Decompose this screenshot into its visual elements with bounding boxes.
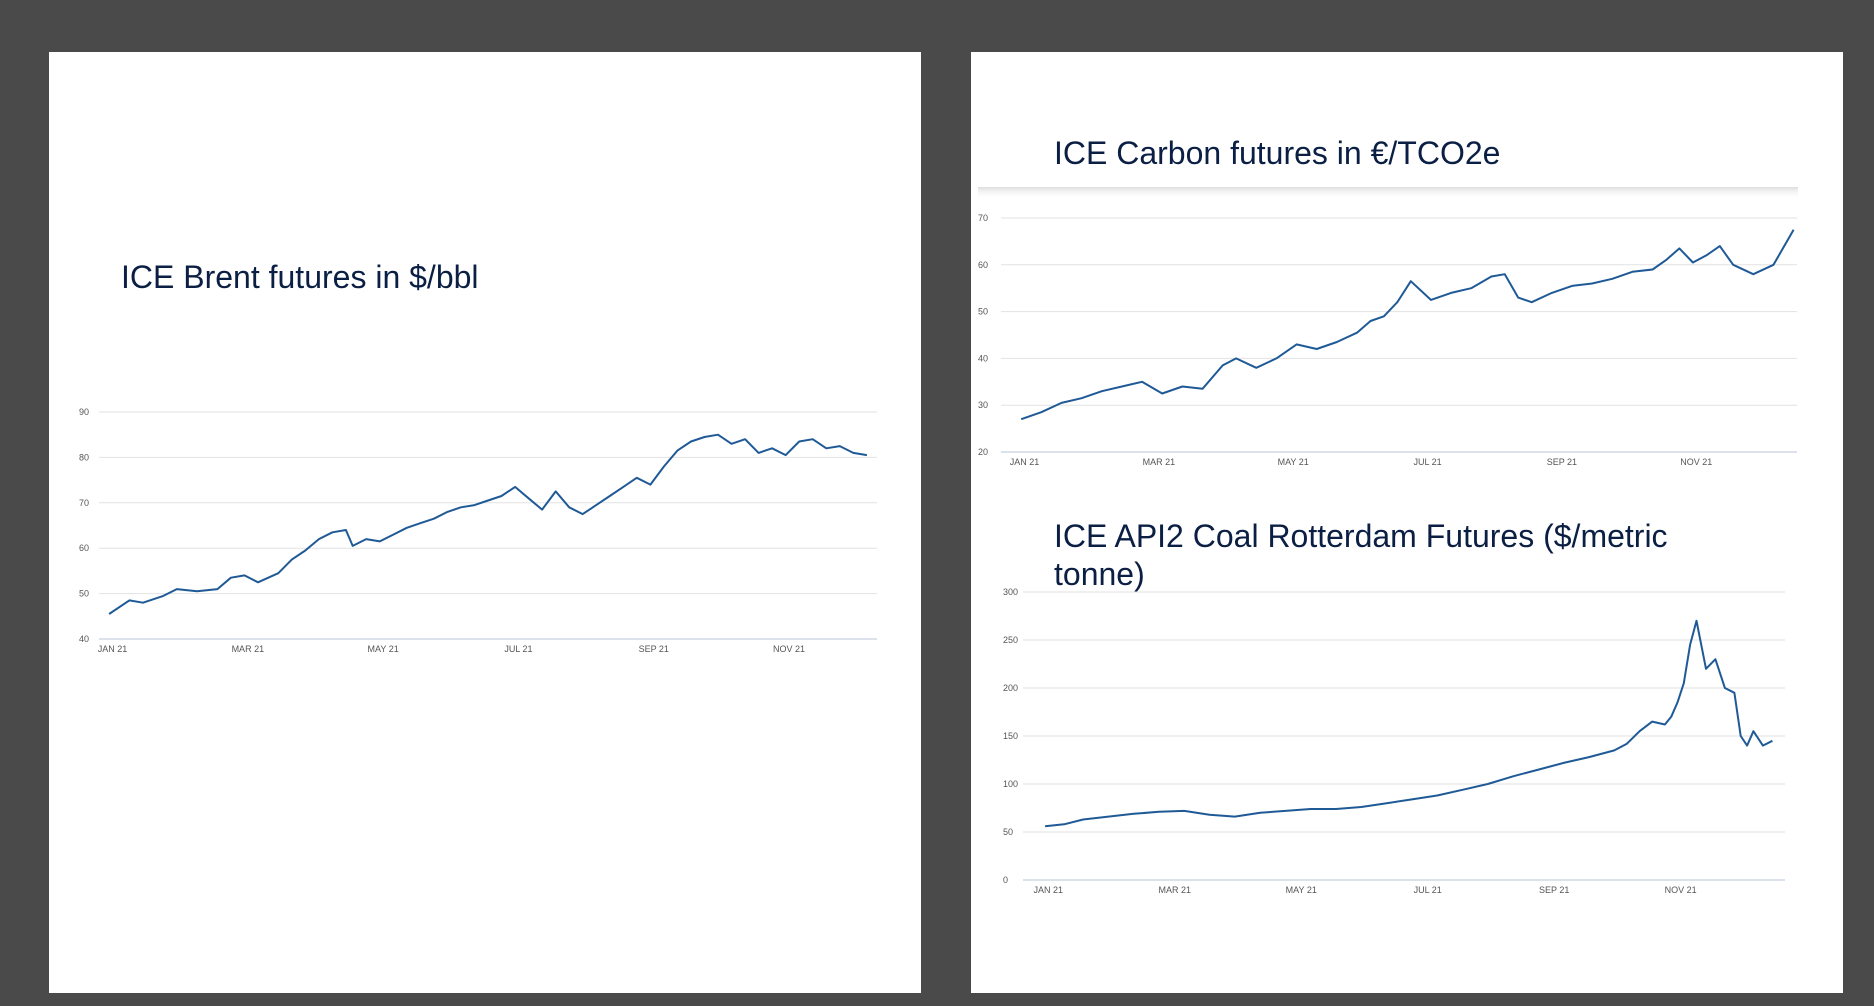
chart-brent: 40 50 60 70 80 90 JAN 21 MAR 21 MAY 21 JUL 21 SEP …	[79, 407, 877, 654]
chart-title-brent: ICE Brent futures in $/bbl	[121, 259, 479, 295]
x-tick-label: MAY 21	[368, 644, 399, 654]
y-tick-label: 200	[1003, 683, 1018, 693]
chart-title-coal: ICE API2 Coal Rotterdam Futures ($/metri…	[1054, 518, 1668, 592]
x-tick-label: JUL 21	[1414, 885, 1442, 895]
y-tick-label: 250	[1003, 635, 1018, 645]
y-tick-label: 100	[1003, 779, 1018, 789]
x-tick-label: JAN 21	[1034, 885, 1064, 895]
x-tick-label: NOV 21	[1665, 885, 1697, 895]
y-tick-label: 0	[1003, 875, 1008, 885]
x-tick-label: NOV 21	[1680, 457, 1712, 467]
x-tick-label: SEP 21	[1539, 885, 1569, 895]
chart-header-shade	[978, 187, 1798, 199]
x-tick-label: JAN 21	[1010, 457, 1040, 467]
coal-series-line	[1045, 619, 1773, 828]
chart-carbon-and-coal: 20 30 40 50 60 70 JAN 21 MAR 21 MAY 21 JUL 21 SEP …	[978, 187, 1798, 895]
y-tick-label: 70	[79, 498, 89, 508]
x-tick-label: JUL 21	[1413, 457, 1441, 467]
x-tick-label: SEP 21	[1547, 457, 1577, 467]
x-tick-label: MAY 21	[1278, 457, 1309, 467]
brent-plot: 40 50 60 70 80 90 JAN 21 MAR 21 MAY 21 JUL 21 SEP …	[79, 407, 877, 654]
y-tick-label: 50	[79, 589, 89, 599]
y-tick-label: 70	[978, 213, 988, 223]
y-tick-label: 20	[978, 447, 988, 457]
x-tick-label: JUL 21	[504, 644, 532, 654]
chart-panel-right: ICE Carbon futures in €/TCO2e ICE API2 C…	[971, 52, 1843, 993]
y-tick-label: 60	[79, 543, 89, 553]
brent-series-line	[108, 433, 868, 615]
y-tick-label: 40	[978, 353, 988, 363]
y-tick-label: 300	[1003, 587, 1018, 597]
chart-title-carbon: ICE Carbon futures in €/TCO2e	[1054, 135, 1501, 171]
x-tick-label: MAR 21	[1159, 885, 1192, 895]
y-tick-label: 150	[1003, 731, 1018, 741]
x-tick-label: JAN 21	[98, 644, 128, 654]
x-tick-label: MAY 21	[1286, 885, 1317, 895]
x-tick-label: SEP 21	[639, 644, 669, 654]
x-tick-label: MAR 21	[232, 644, 265, 654]
y-tick-label: 60	[978, 260, 988, 270]
y-tick-label: 50	[978, 307, 988, 317]
x-tick-label: NOV 21	[773, 644, 805, 654]
y-tick-label: 90	[79, 407, 89, 417]
y-tick-label: 50	[1003, 827, 1013, 837]
carbon-plot: 20 30 40 50 60 70 JAN 21 MAR 21 MAY 21 JUL 21 SEP …	[978, 213, 1797, 467]
y-tick-label: 30	[978, 400, 988, 410]
chart-panel-brent: ICE Brent futures in $/bbl 40 50 60 70 80 90 J…	[49, 52, 921, 993]
x-tick-label: MAR 21	[1143, 457, 1176, 467]
y-tick-label: 40	[79, 634, 89, 644]
carbon-series-line	[1020, 229, 1795, 421]
coal-plot: 0 50 100 150 200 250 300 JAN 21 MAR 21 MAY 21 JUL …	[1003, 587, 1785, 895]
y-tick-label: 80	[79, 452, 89, 462]
